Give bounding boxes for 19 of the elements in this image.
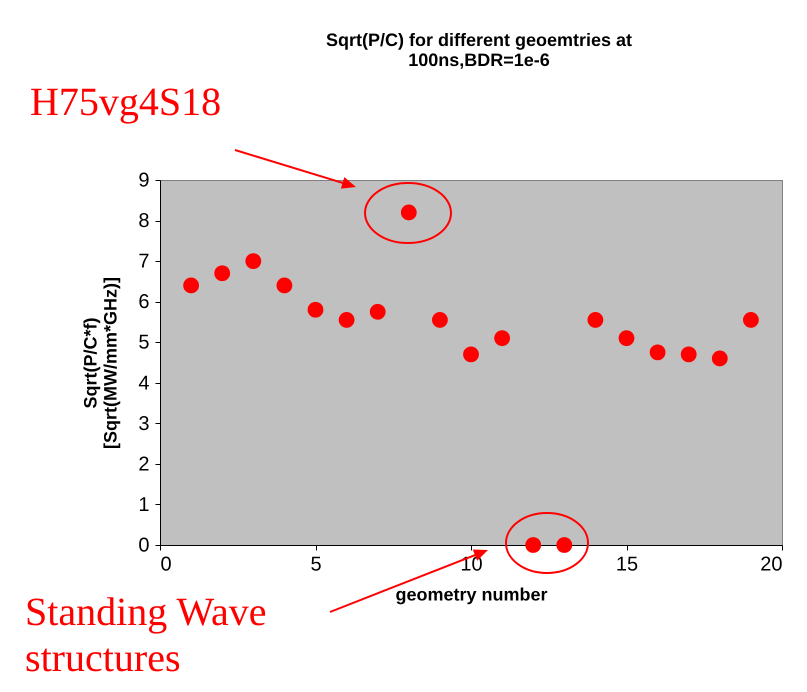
x-tick-label: 15 [616,554,638,576]
y-tick-label: 1 [138,494,150,516]
y-tick-label: 4 [138,372,150,394]
y-tick-label: 6 [138,291,150,314]
y-tick-label: 9 [138,170,150,192]
text: Standing Wave structures [25,589,267,680]
y-tick-label: 2 [138,453,150,476]
x-tick-label: 20 [760,554,782,576]
x-tick-label: 0 [160,554,172,576]
y-tick-label: 7 [138,250,150,273]
y-tick-label: 3 [138,412,150,435]
chart-title: Sqrt(P/C) for different geoemtries at 100ns,BDR=1e-6 [326,30,632,70]
x-tick-label: 5 [310,554,322,576]
y-tick-label: 5 [138,332,150,354]
y-axis-title: Sqrt(P/C*f) [Sqrt(MW/mm*GHz)] [80,277,120,449]
y-tick-label: 8 [138,210,150,232]
text: H75vg4S18 [30,79,222,124]
x-axis-title: geometry number [395,584,548,604]
y-tick-label: 0 [138,534,150,556]
